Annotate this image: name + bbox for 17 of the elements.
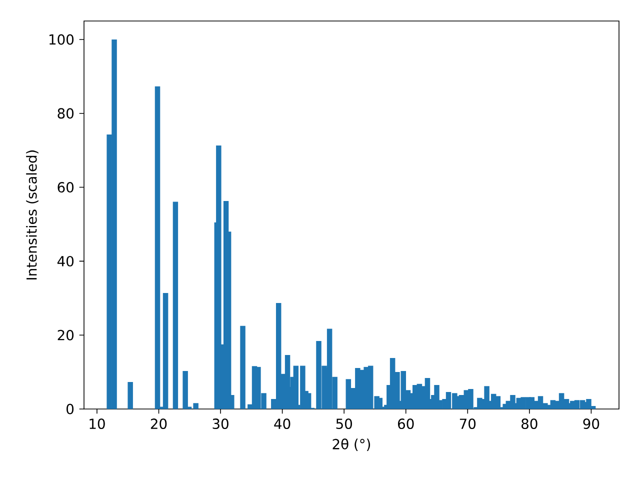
x-tick-label: 70 [460, 418, 476, 430]
y-axis-title: Intensities (scaled) [26, 150, 38, 280]
y-tick-label: 80 [58, 108, 74, 119]
y-tick-label: 100 [50, 34, 74, 45]
x-tick-label: 10 [90, 418, 105, 430]
y-tick-label: 60 [58, 182, 74, 193]
x-axis-title: 2θ (°) [332, 438, 370, 452]
y-tick-label: 40 [57, 256, 74, 266]
x-tick-label: 20 [150, 418, 167, 430]
y-tick-label: 20 [58, 330, 74, 340]
y-tick-label: 0 [66, 404, 74, 414]
x-tick-label: 40 [274, 418, 290, 430]
x-tick-label: 90 [583, 418, 600, 430]
x-tick-label: 30 [212, 418, 228, 430]
x-tick-label: 80 [522, 418, 538, 430]
x-tick-label: 50 [336, 418, 352, 430]
x-tick-label: 60 [398, 418, 414, 430]
